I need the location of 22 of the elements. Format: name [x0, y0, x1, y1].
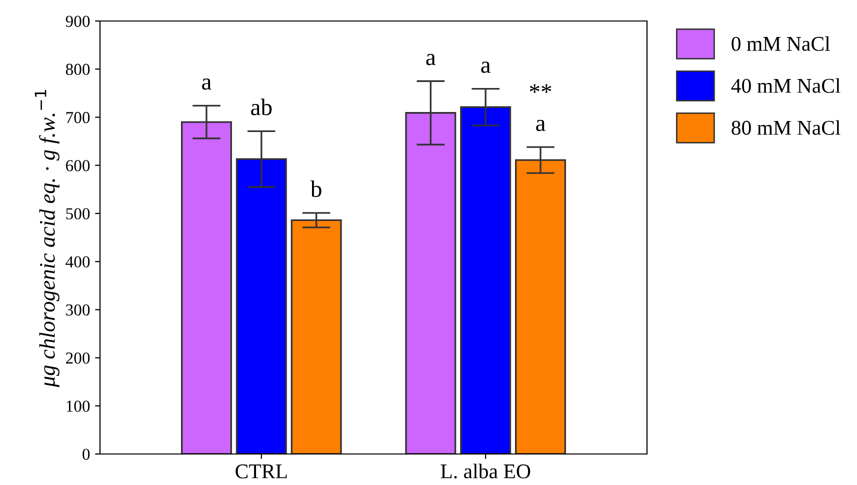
y-tick-label: 800	[66, 64, 90, 76]
y-tick-label: 0	[82, 448, 90, 460]
data-label: ** a	[530, 84, 552, 132]
data-label: a	[202, 78, 212, 90]
y-axis-title: μg chlorogenic acid eq. · g f.w.$^{−1}$	[34, 90, 60, 388]
y-tick-label: 900	[66, 16, 90, 27]
data-label: a	[481, 62, 491, 73]
y-tick-label: 200	[66, 352, 90, 364]
data-label: a	[426, 54, 436, 66]
data-label: ab	[251, 98, 272, 116]
y-tick-label: 400	[66, 256, 90, 268]
data-label: b	[310, 180, 322, 198]
y-tick-label: 600	[66, 160, 90, 172]
legend-label: 40 mM NaCl	[731, 78, 840, 93]
y-tick-label: 700	[66, 112, 90, 124]
y-tick-label: 100	[66, 400, 90, 412]
y-tick-label: 500	[66, 208, 90, 220]
legend-label: 80 mM NaCl	[732, 120, 840, 135]
y-tick-label: 300	[66, 304, 90, 316]
legend-label: 0 mM NaCl	[732, 36, 830, 51]
x-tick-label: CTRL	[236, 464, 287, 478]
x-tick-label: L. alba EO	[440, 464, 530, 478]
